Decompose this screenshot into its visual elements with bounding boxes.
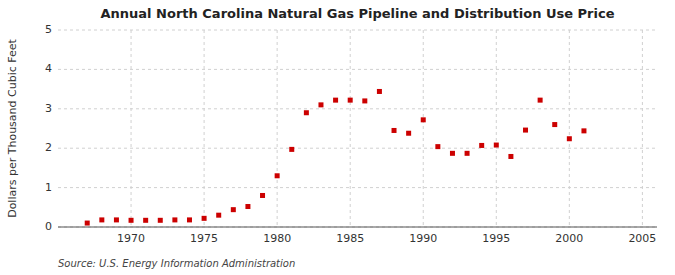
x-grid-line	[204, 30, 205, 227]
point	[377, 89, 382, 94]
point	[581, 128, 586, 133]
point	[260, 193, 265, 198]
x-tick-label: 1970	[117, 232, 145, 245]
point	[172, 217, 177, 222]
plot-background	[58, 30, 657, 227]
point	[479, 143, 484, 148]
y-tick-label: 5	[45, 23, 52, 36]
point	[406, 131, 411, 136]
x-tick-label: 2000	[555, 232, 583, 245]
point	[508, 154, 513, 159]
point	[333, 98, 338, 103]
point	[275, 173, 280, 178]
y-grid-line	[58, 187, 657, 188]
y-tick-label: 3	[45, 102, 52, 115]
y-tick-label: 0	[45, 220, 52, 233]
y-tick-label: 4	[45, 62, 52, 75]
point	[245, 204, 250, 209]
x-grid-line	[423, 30, 424, 227]
point	[348, 98, 353, 103]
point	[231, 207, 236, 212]
x-grid-line	[350, 30, 351, 227]
point	[129, 218, 134, 223]
point	[158, 218, 163, 223]
point	[523, 128, 528, 133]
point	[362, 98, 367, 103]
y-grid-line	[58, 227, 657, 228]
chart-container: 0 1 2 3 4 5 1970 1975 1980 1985 1990 1995 2000 2005 An…	[0, 0, 675, 275]
x-grid-line	[642, 30, 643, 227]
axes: 0 1 2 3 4 5 1970 1975 1980 1985 1990 1995 2000 2005	[45, 23, 657, 245]
point	[450, 151, 455, 156]
x-tick-label: 1980	[263, 232, 291, 245]
point	[85, 221, 90, 226]
point	[538, 98, 543, 103]
x-grid-line	[277, 30, 278, 227]
point	[552, 122, 557, 127]
y-grid-line	[58, 30, 657, 31]
x-tick-label: 1975	[190, 232, 218, 245]
point	[289, 147, 294, 152]
y-grid-line	[58, 108, 657, 109]
x-tick-label: 1990	[409, 232, 437, 245]
point	[304, 110, 309, 115]
x-tick-label: 1995	[482, 232, 510, 245]
points	[85, 89, 587, 226]
point	[392, 128, 397, 133]
y-grid-line	[58, 148, 657, 149]
x-axis-line	[58, 227, 657, 228]
point	[435, 144, 440, 149]
grid	[58, 30, 657, 227]
x-grid-line	[496, 30, 497, 227]
point	[465, 151, 470, 156]
title: Annual North Carolina Natural Gas Pipeli…	[101, 6, 615, 21]
point	[494, 143, 499, 148]
x-grid-line	[569, 30, 570, 227]
point	[143, 218, 148, 223]
point	[202, 216, 207, 221]
chart-svg: 0 1 2 3 4 5 1970 1975 1980 1985 1990 1995 2000 2005 An…	[0, 0, 675, 275]
x-tick-label: 1985	[336, 232, 364, 245]
point	[216, 213, 221, 218]
x-tick-label: 2005	[628, 232, 656, 245]
source-note: Source: U.S. Energy Information Administ…	[58, 258, 295, 269]
point	[318, 102, 323, 107]
point	[567, 136, 572, 141]
point	[114, 217, 119, 222]
y-tick-label: 2	[45, 141, 52, 154]
y-grid-line	[58, 69, 657, 70]
point	[99, 217, 104, 222]
point	[421, 117, 426, 122]
y-tick-label: 1	[45, 181, 52, 194]
x-grid-line	[131, 30, 132, 227]
y-axis-label: Dollars per Thousand Cubic Feet	[6, 38, 19, 217]
point	[187, 217, 192, 222]
